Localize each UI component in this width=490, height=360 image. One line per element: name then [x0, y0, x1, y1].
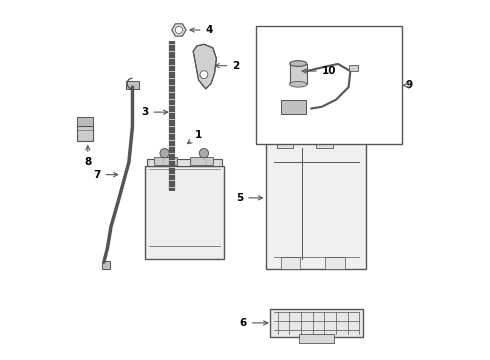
Ellipse shape [290, 61, 307, 66]
Bar [281, 257, 300, 269]
Bar [348, 64, 358, 71]
Circle shape [199, 149, 209, 158]
Polygon shape [172, 24, 186, 36]
Text: 3: 3 [141, 107, 168, 117]
Bar [281, 100, 306, 114]
Circle shape [160, 149, 169, 158]
Bar [325, 257, 345, 269]
Text: 6: 6 [240, 318, 268, 328]
Text: 4: 4 [190, 25, 213, 35]
Bar [145, 166, 223, 258]
Ellipse shape [290, 81, 307, 87]
Bar [147, 159, 222, 166]
Bar [267, 126, 367, 269]
Circle shape [175, 26, 182, 33]
Bar [102, 261, 110, 269]
Text: 9: 9 [406, 80, 413, 90]
Text: 7: 7 [93, 170, 118, 180]
Bar [256, 26, 402, 144]
Circle shape [200, 71, 208, 78]
Text: 1: 1 [188, 130, 202, 144]
Bar [190, 157, 213, 165]
Bar [317, 134, 333, 148]
Text: 2: 2 [215, 61, 240, 71]
Text: 8: 8 [84, 146, 92, 167]
Bar [77, 117, 93, 126]
Bar [290, 64, 307, 84]
Polygon shape [193, 44, 217, 89]
Bar [126, 81, 139, 89]
Bar [77, 126, 93, 141]
Bar [298, 334, 334, 342]
Bar [277, 134, 293, 148]
Text: 10: 10 [302, 66, 336, 76]
Bar [154, 157, 177, 165]
Bar [270, 309, 363, 337]
Text: 5: 5 [236, 193, 263, 203]
